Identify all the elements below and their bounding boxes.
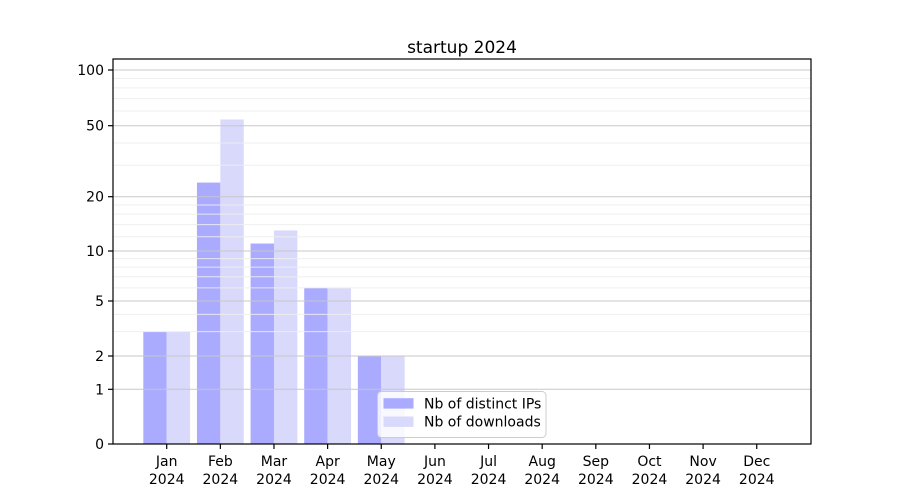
bar-downloads [166,331,191,444]
bar-distinct-ips [143,331,167,444]
y-tick-label: 10 [86,244,104,260]
bar-downloads [220,119,244,444]
legend-label-downloads: Nb of downloads [424,415,541,431]
x-tick-label-year: 2024 [256,472,292,488]
x-tick-label-month: Mar [261,454,288,470]
bar-distinct-ips [250,243,274,444]
legend-swatch-distinct-ips [383,398,414,409]
x-tick-label-year: 2024 [363,472,399,488]
y-tick-label: 50 [86,119,104,135]
x-tick-label-year: 2024 [739,472,775,488]
x-tick-label-month: Aug [529,454,556,470]
x-tick-label-year: 2024 [203,472,239,488]
x-tick-label-year: 2024 [149,472,185,488]
bar-downloads [273,230,298,444]
x-tick-label-month: Dec [743,454,770,470]
chart-title: startup 2024 [407,38,517,58]
bar-downloads [327,287,352,444]
legend-box [377,391,547,438]
bar-distinct-ips [357,356,382,444]
x-tick-label-month: Jul [479,454,497,470]
x-tick-label-year: 2024 [524,472,560,488]
x-tick-label-month: Oct [637,454,662,470]
x-tick-label-year: 2024 [685,472,721,488]
bars-layer [143,119,405,444]
y-tick-label: 2 [95,349,104,365]
x-tick-label-month: May [367,454,396,470]
x-tick-label-month: Jun [423,454,446,470]
x-tick-label-year: 2024 [578,472,614,488]
x-tick-label-month: Apr [316,454,340,470]
bar-distinct-ips [196,182,221,444]
x-tick-label-year: 2024 [632,472,668,488]
gridlines-layer [113,69,811,390]
legend: Nb of distinct IPs Nb of downloads [377,391,547,438]
bar-distinct-ips [304,287,328,444]
x-tick-label-month: Jan [155,454,178,470]
y-axis-labels: 0 1 2 5 10 20 50 100 [77,63,104,453]
y-tick-label: 0 [95,437,104,453]
x-axis-labels: Jan 2024 Feb 2024 Mar 2024 Apr 2024 May 2024 Jun 20… [149,454,775,488]
axis-ticks-layer [108,69,758,449]
y-tick-label: 100 [77,63,104,79]
x-tick-label-year: 2024 [471,472,507,488]
y-tick-label: 20 [86,190,104,206]
legend-label-distinct-ips: Nb of distinct IPs [424,396,541,412]
y-tick-label: 5 [95,294,104,310]
legend-swatch-downloads [383,416,414,427]
x-tick-label-year: 2024 [417,472,453,488]
x-tick-label-month: Feb [208,454,233,470]
x-tick-label-month: Sep [583,454,610,470]
x-tick-label-year: 2024 [310,472,346,488]
x-tick-label-month: Nov [689,454,716,470]
y-tick-label: 1 [95,382,104,398]
